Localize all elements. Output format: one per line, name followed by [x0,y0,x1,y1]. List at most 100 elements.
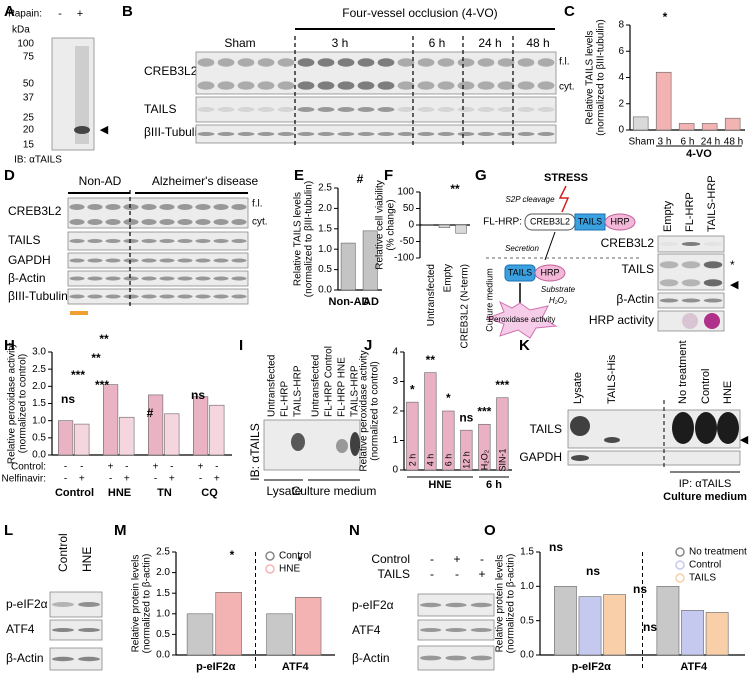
legend-swatch [675,560,685,570]
sign: + [169,474,175,485]
label: - [58,8,62,20]
blot-band [123,204,139,210]
blot-band [337,107,355,112]
label: TAILS [578,216,602,226]
y-tick-label: 8 [618,20,624,31]
blot-band [87,276,103,281]
label: GAPDH [8,253,51,267]
annotation: * [446,391,451,405]
blot-band [197,58,215,67]
y-tick-label: 1.0 [318,244,332,255]
blot [417,645,495,671]
legend-swatch [265,564,275,574]
label: IB: αTAILS [248,423,262,480]
blot-band [570,416,590,436]
legend-swatch [675,573,685,583]
bar [74,423,90,456]
bar [705,612,729,656]
y-tick-label: 0.0 [318,285,332,296]
blot-band [417,81,435,90]
sign: + [198,462,204,473]
label: f.l. [559,57,570,68]
group-label: 4-VO [686,148,712,160]
bar [442,410,455,471]
annotation: ** [450,182,460,196]
y-axis-label: Relative TAILS levels [293,192,304,286]
blot-band [317,58,335,67]
blot [67,252,249,269]
blot-band [217,81,235,90]
blot-band [52,656,74,662]
y-axis-label: (normalized to βIII-tubulin) [304,181,315,297]
bar [724,117,741,131]
label: 15 [23,140,35,151]
label: TAILS-His [606,354,618,404]
label: - [480,552,484,566]
y-tick-label: 50 [403,203,415,214]
bar [681,610,704,656]
label: GAPDH [519,450,562,464]
sign: + [153,462,159,473]
blot-band [141,239,157,243]
blot-band [357,132,375,136]
y-axis-label: (normalized to βIII-tubulin) [596,19,607,135]
blot [195,124,557,144]
blot-band [537,132,555,136]
blot [67,197,249,229]
label: 24 h [478,36,501,50]
label: cyt. [252,217,268,228]
label: FL-HRP [684,192,696,232]
blot-band [87,258,103,263]
annotation: ns [61,392,75,406]
label: CREB3L2 [144,64,198,78]
blot-band [659,298,679,303]
bar [496,397,509,471]
blot-band [213,204,229,210]
legend-label: HNE [279,564,300,575]
blot-band [177,204,193,210]
blot-band [159,239,175,243]
blot-band [237,81,255,90]
y-tick-label: 0.5 [520,615,534,626]
label: FL-HRP [280,381,291,417]
blot-band [231,276,247,281]
blot-band [159,219,175,225]
label: S2P cleavage [505,195,555,204]
blot-band [437,81,455,90]
blot [417,619,495,641]
blot-band [277,107,295,112]
y-tick-label: 0.5 [156,629,170,640]
sign: - [199,474,202,485]
blot-band [105,239,121,243]
blot-band [213,276,229,281]
label: IB: αTAILS [14,155,62,166]
blot-band [297,132,315,136]
blot-band [317,107,335,112]
y-tick-label: 1.5 [520,547,534,558]
blot-band [477,132,495,136]
blot-band [105,294,121,299]
annotation: ns [459,410,473,424]
blot-band [69,204,85,210]
label: TAILS [530,422,562,436]
blot-band [141,258,157,263]
panel-letter: B [122,3,133,20]
y-tick-label: 2 [618,98,624,109]
x-tick-label: SIN-1 [497,448,507,471]
label: + [453,552,460,566]
blot-band [213,294,229,299]
y-tick-label: 4 [392,347,398,358]
lightning [558,185,570,213]
blot-band [177,258,193,263]
bar [57,420,74,456]
blot-band [357,81,375,90]
label: Four-vessel occlusion (4-VO) [342,6,497,20]
label: HRP [610,216,629,226]
blot-band [141,219,157,225]
x-tick-label: 3 h [658,137,672,148]
y-tick-label: 2.5 [156,547,170,558]
y-tick-label: 1.5 [318,223,332,234]
blot-band [703,261,723,269]
panel-letter: D [4,167,15,184]
y-axis-label: (normalized to β-actin) [506,554,517,654]
